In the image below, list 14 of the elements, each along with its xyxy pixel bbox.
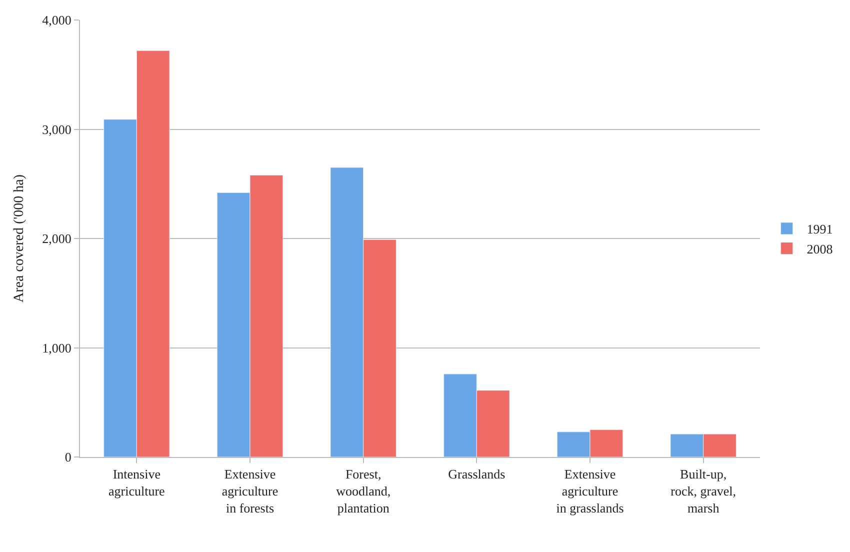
legend-label: 2008	[806, 241, 833, 256]
x-tick-label: Forest, woodland, plantation	[336, 466, 391, 516]
y-axis-title: Area covered ('000 ha)	[12, 174, 27, 303]
y-tick-label: 3,000	[42, 122, 72, 137]
y-tick-label: 4,000	[42, 12, 72, 28]
y-tick-label: 1,000	[42, 340, 72, 356]
legend-label: 1991	[806, 222, 833, 237]
x-tick-label: Grasslands	[448, 466, 506, 482]
y-tick-label: 2,000	[42, 231, 72, 246]
x-tick-label: Extensive agriculture in forests	[222, 466, 278, 516]
x-tick-label: Intensive agriculture	[108, 466, 166, 498]
x-tick-label: Extensive agriculture in grasslands	[556, 466, 624, 516]
y-tick-label: 0	[64, 450, 72, 465]
x-tick-label: Built-up, rock, gravel, marsh	[670, 466, 736, 516]
